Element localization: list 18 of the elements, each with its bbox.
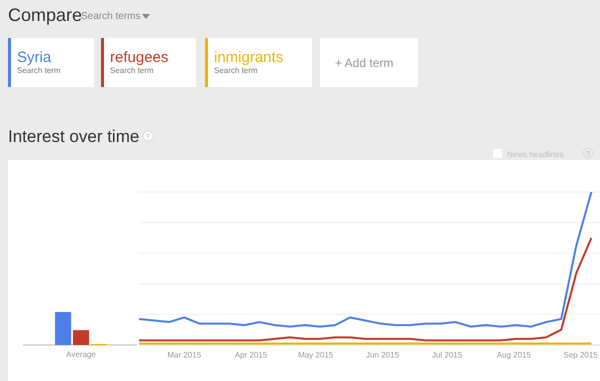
text: Search term xyxy=(17,66,61,75)
chart-title: Interest over time xyxy=(8,127,140,146)
text: Search term xyxy=(214,66,258,75)
text: Syria xyxy=(17,49,52,66)
x-tick-label: Jul 2015 xyxy=(432,350,463,360)
x-tick-label: Jun 2015 xyxy=(366,350,400,360)
x-tick-label: Apr 2015 xyxy=(234,350,268,360)
x-tick-label: Mar 2015 xyxy=(167,350,202,360)
x-tick-label: Average xyxy=(66,350,96,359)
text: refugees xyxy=(110,49,168,66)
x-tick-label: May 2015 xyxy=(298,350,334,360)
text: Search term xyxy=(110,66,154,75)
text: + Add term xyxy=(335,56,394,70)
x-tick-label: Sep 2015 xyxy=(563,350,598,360)
text: Search terms xyxy=(81,11,140,22)
x-tick-label: Aug 2015 xyxy=(496,350,532,360)
text: Compare xyxy=(8,5,82,25)
text: inmigrants xyxy=(214,49,284,66)
